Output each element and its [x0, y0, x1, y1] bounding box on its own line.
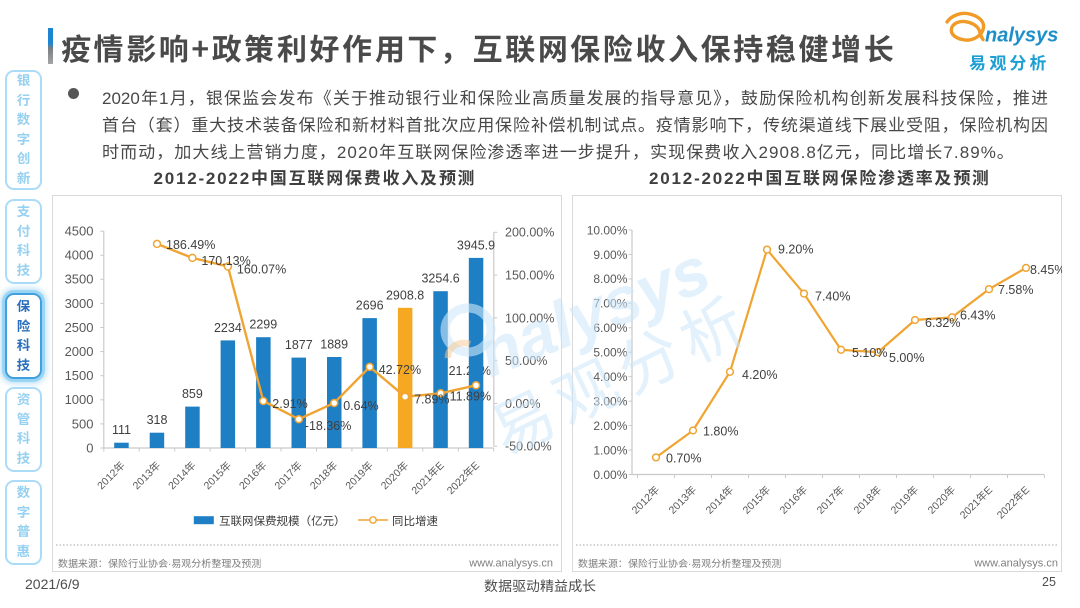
svg-text:8.45%: 8.45% [1030, 263, 1062, 277]
svg-text:易观分析: 易观分析 [969, 49, 1050, 74]
svg-text:4.00%: 4.00% [593, 370, 627, 384]
svg-text:数据来源：保险行业协会·易观分析整理及预测: 数据来源：保险行业协会·易观分析整理及预测 [578, 558, 781, 570]
svg-text:7.00%: 7.00% [593, 297, 627, 311]
svg-text:9.00%: 9.00% [593, 248, 627, 262]
svg-text:0.00%: 0.00% [593, 468, 627, 482]
svg-text:160.07%: 160.07% [237, 263, 286, 277]
svg-text:1.80%: 1.80% [703, 425, 738, 439]
svg-text:3000: 3000 [65, 296, 94, 311]
svg-text:2012年: 2012年 [95, 460, 127, 492]
svg-text:318: 318 [147, 413, 168, 427]
svg-text:5.00%: 5.00% [593, 346, 627, 360]
svg-text:0.70%: 0.70% [666, 451, 701, 465]
svg-text:11.89%: 11.89% [450, 389, 491, 403]
svg-text:2015年: 2015年 [202, 460, 234, 492]
svg-text:6.43%: 6.43% [960, 308, 995, 322]
svg-text:2015年: 2015年 [741, 484, 773, 516]
svg-text:2019年: 2019年 [343, 460, 375, 492]
svg-text:6.32%: 6.32% [925, 316, 960, 330]
svg-text:2234: 2234 [214, 321, 242, 335]
svg-text:5.10%: 5.10% [852, 346, 887, 360]
svg-text:0: 0 [86, 440, 93, 455]
svg-text:5.00%: 5.00% [889, 351, 924, 365]
svg-text:2013年: 2013年 [131, 460, 163, 492]
svg-text:2018年: 2018年 [852, 484, 884, 516]
svg-text:42.72%: 42.72% [379, 363, 421, 377]
svg-text:150.00%: 150.00% [505, 269, 554, 283]
svg-text:2020年: 2020年 [379, 460, 411, 492]
svg-text:111: 111 [112, 423, 131, 437]
svg-text:同比增速: 同比增速 [392, 514, 438, 528]
svg-text:4.20%: 4.20% [742, 368, 777, 382]
svg-text:1.00%: 1.00% [593, 443, 627, 457]
svg-text:2019年: 2019年 [889, 484, 921, 516]
svg-text:1889: 1889 [320, 338, 348, 352]
svg-text:3945.9: 3945.9 [457, 238, 495, 252]
svg-text:2021年E: 2021年E [958, 484, 995, 521]
svg-text:nalysys: nalysys [985, 25, 1058, 47]
svg-text:7.58%: 7.58% [998, 283, 1033, 297]
svg-text:2696: 2696 [356, 299, 384, 313]
svg-text:2020年: 2020年 [926, 484, 958, 516]
svg-text:2016年: 2016年 [778, 484, 810, 516]
svg-text:2017年: 2017年 [815, 484, 847, 516]
svg-text:7.40%: 7.40% [815, 290, 850, 304]
svg-text:186.49%: 186.49% [166, 238, 215, 252]
svg-text:www.analysys.cn: www.analysys.cn [973, 558, 1058, 570]
svg-text:1000: 1000 [65, 392, 94, 407]
svg-text:8.00%: 8.00% [593, 272, 627, 286]
svg-text:500: 500 [72, 416, 94, 431]
svg-text:2021年E: 2021年E [409, 460, 446, 497]
svg-text:2000: 2000 [65, 344, 94, 359]
svg-text:1877: 1877 [285, 338, 313, 352]
svg-text:7.89%: 7.89% [414, 393, 449, 407]
svg-text:170.13%: 170.13% [201, 254, 250, 268]
svg-text:2017年: 2017年 [272, 460, 304, 492]
svg-text:4500: 4500 [65, 224, 94, 239]
svg-text:3.00%: 3.00% [593, 395, 627, 409]
svg-text:200.00%: 200.00% [505, 226, 554, 240]
svg-text:2018年: 2018年 [308, 460, 340, 492]
svg-text:2500: 2500 [65, 320, 94, 335]
svg-text:0.64%: 0.64% [343, 399, 378, 413]
svg-text:859: 859 [182, 387, 203, 401]
svg-text:3500: 3500 [65, 272, 94, 287]
svg-text:2.00%: 2.00% [593, 419, 627, 433]
svg-text:2022年E: 2022年E [995, 484, 1032, 521]
svg-text:2022年E: 2022年E [445, 460, 482, 497]
svg-text:9.20%: 9.20% [778, 243, 813, 257]
svg-text:2016年: 2016年 [237, 460, 269, 492]
svg-text:100.00%: 100.00% [505, 311, 554, 325]
svg-text:-50.00%: -50.00% [505, 440, 552, 454]
svg-text:50.00%: 50.00% [505, 354, 547, 368]
svg-text:2299: 2299 [249, 318, 277, 332]
svg-text:2.91%: 2.91% [272, 397, 307, 411]
svg-text:6.00%: 6.00% [593, 321, 627, 335]
svg-text:2012年: 2012年 [630, 484, 662, 516]
svg-text:互联网保费规模（亿元）: 互联网保费规模（亿元） [219, 515, 346, 528]
svg-text:数据来源：保险行业协会·易观分析整理及预测: 数据来源：保险行业协会·易观分析整理及预测 [58, 558, 261, 570]
svg-text:2908.8: 2908.8 [386, 288, 424, 302]
svg-text:0.00%: 0.00% [505, 397, 540, 411]
svg-text:10.00%: 10.00% [587, 223, 628, 237]
svg-text:1500: 1500 [65, 368, 94, 383]
svg-text:3254.6: 3254.6 [421, 272, 459, 286]
svg-text:4000: 4000 [65, 248, 94, 263]
svg-text:-18.36%: -18.36% [305, 419, 352, 433]
svg-text:2014年: 2014年 [166, 460, 198, 492]
svg-text:www.analysys.cn: www.analysys.cn [468, 558, 553, 570]
svg-text:2013年: 2013年 [667, 484, 699, 516]
svg-text:2014年: 2014年 [704, 484, 736, 516]
